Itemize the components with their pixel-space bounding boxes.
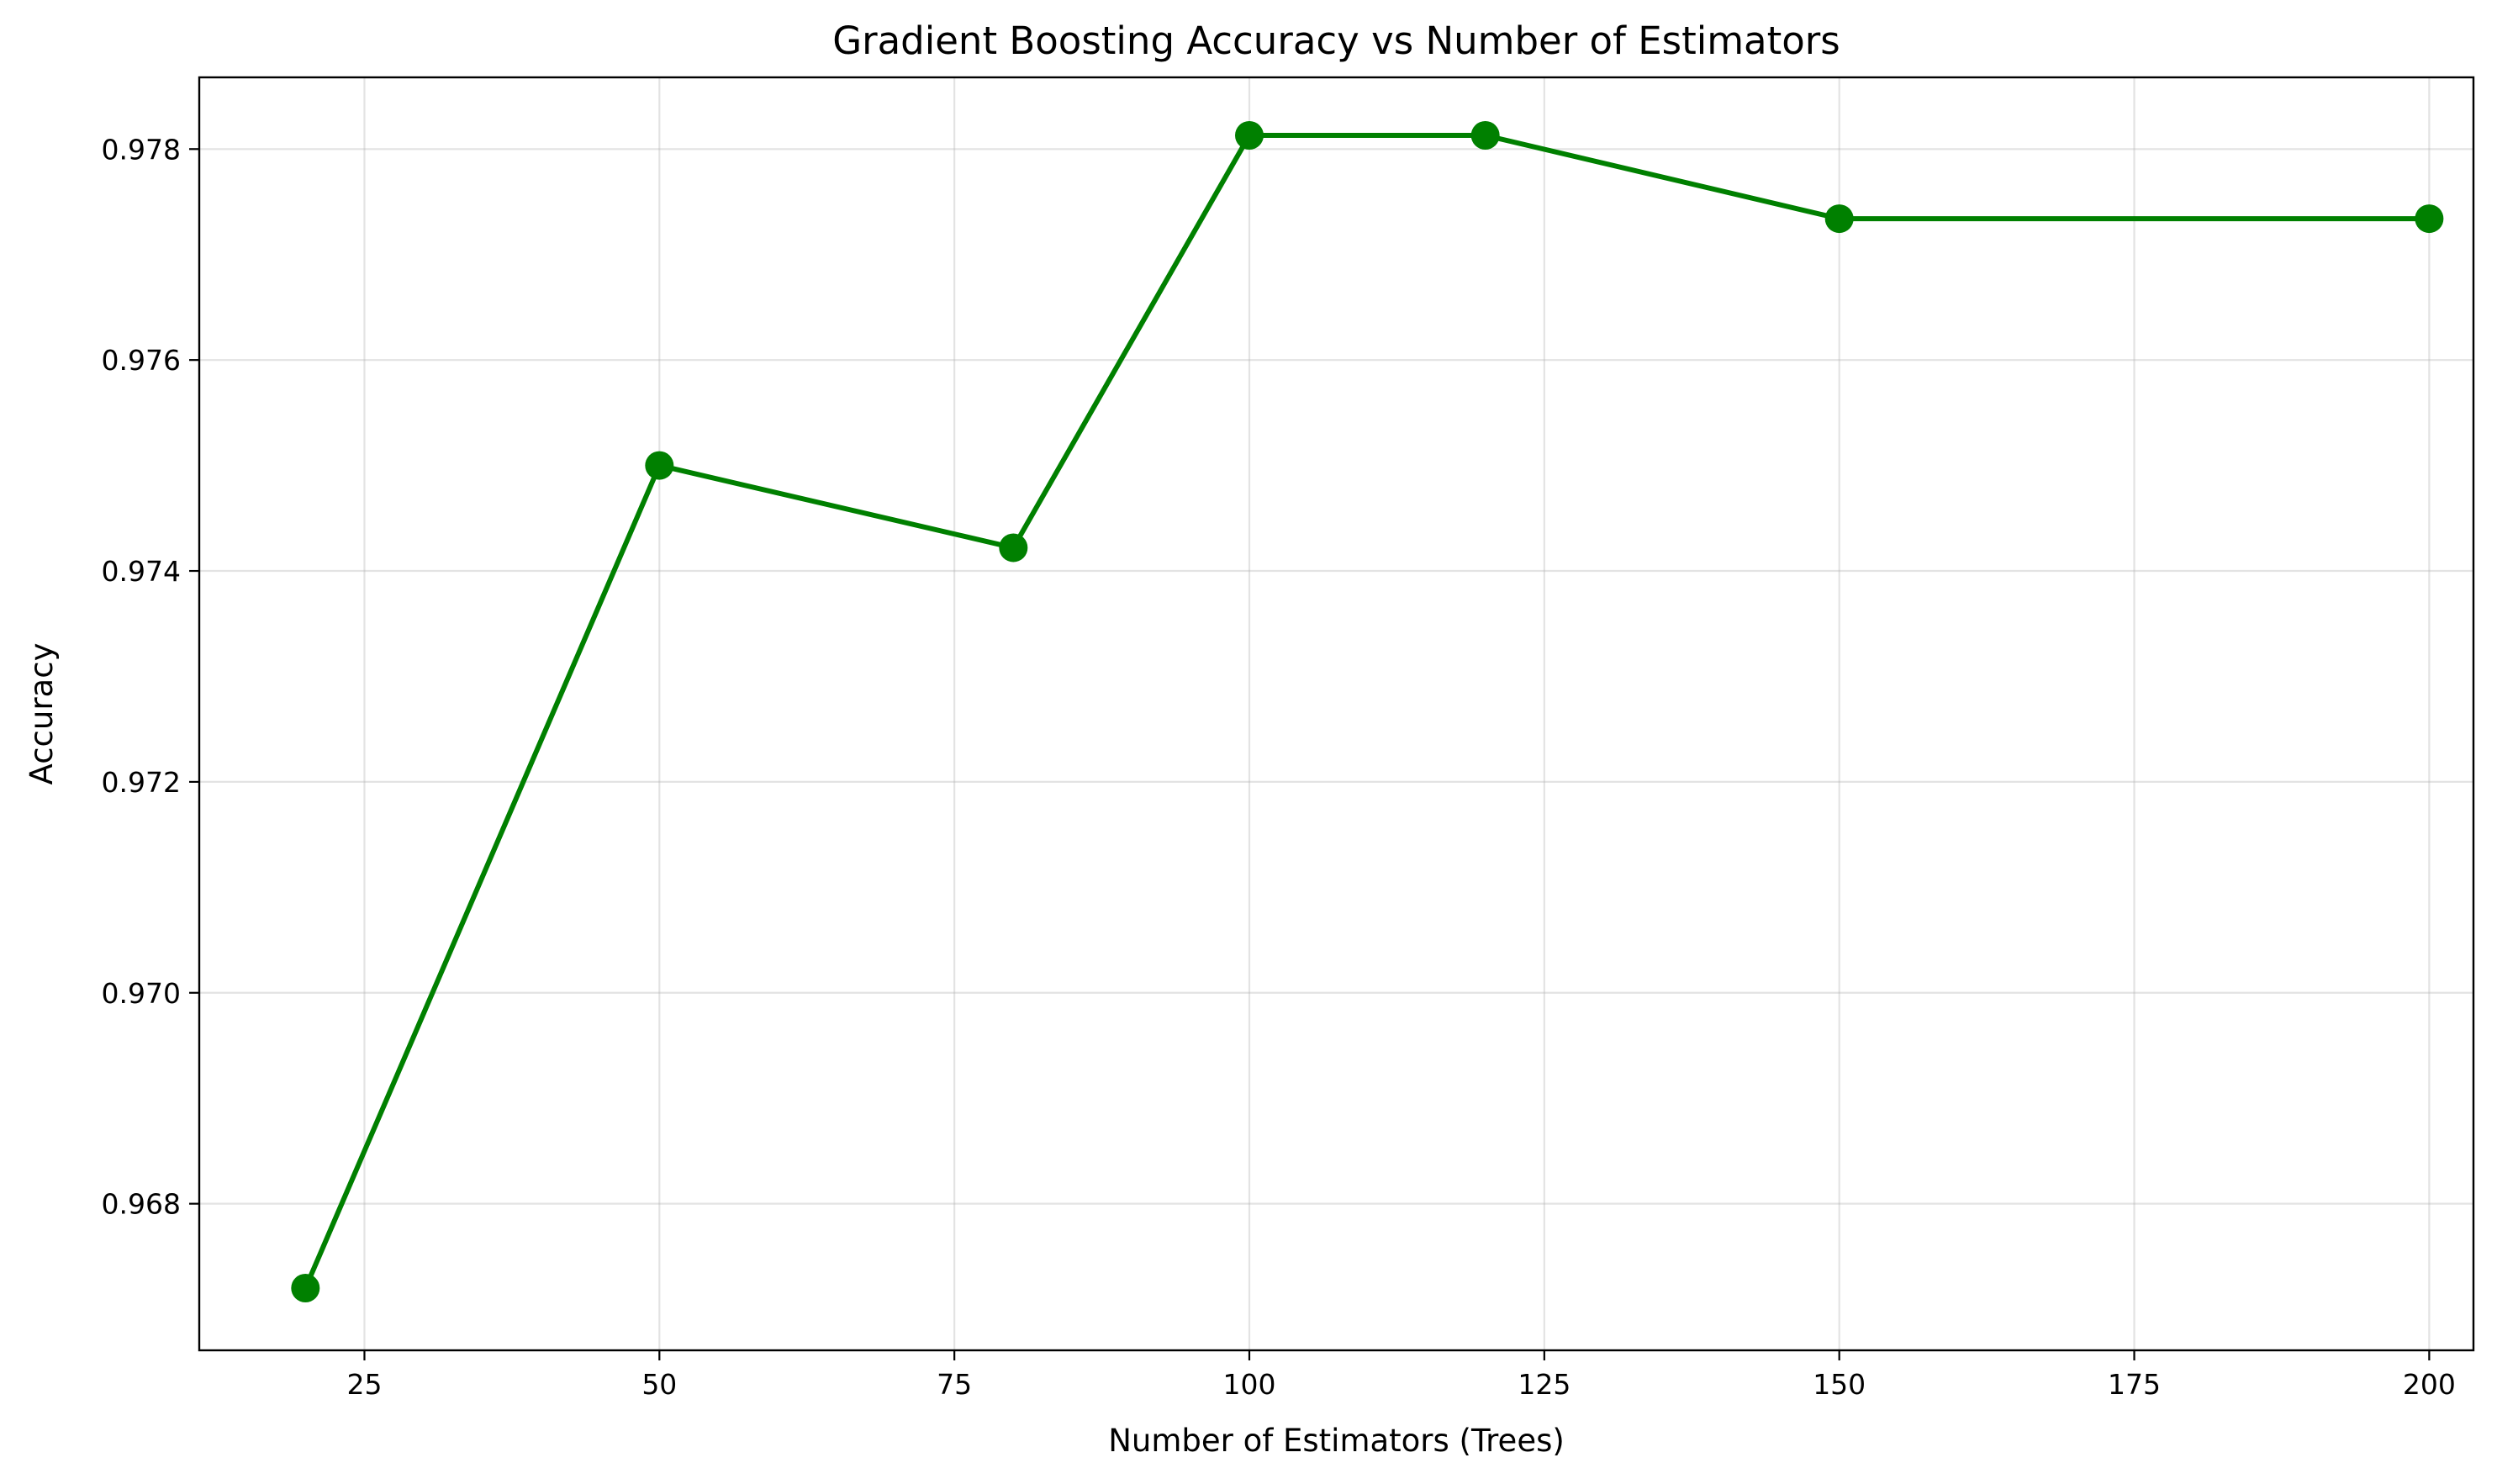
x-tick-label: 100 bbox=[1223, 1368, 1276, 1401]
axes-frame bbox=[198, 76, 2475, 1352]
y-tick-label: 0.970 bbox=[102, 977, 181, 1010]
data-point bbox=[999, 533, 1028, 562]
x-tick-label: 150 bbox=[1813, 1368, 1866, 1401]
y-tick-label: 0.974 bbox=[102, 555, 181, 588]
data-point bbox=[1824, 204, 1854, 234]
data-point bbox=[645, 451, 674, 480]
y-tick-label: 0.976 bbox=[102, 344, 181, 377]
series-layer bbox=[291, 120, 2444, 1302]
data-point bbox=[2415, 204, 2444, 234]
y-tick-label: 0.968 bbox=[102, 1188, 181, 1221]
data-point bbox=[1235, 120, 1264, 150]
y-axis-label: Accuracy bbox=[24, 643, 60, 785]
x-tick-label: 125 bbox=[1518, 1368, 1571, 1401]
x-tick-label: 25 bbox=[346, 1368, 382, 1401]
data-point bbox=[291, 1273, 320, 1302]
x-tick-label: 75 bbox=[937, 1368, 972, 1401]
x-axis-label: Number of Estimators (Trees) bbox=[1108, 1423, 1565, 1459]
data-point bbox=[1470, 120, 1500, 150]
chart-title: Gradient Boosting Accuracy vs Number of … bbox=[832, 18, 1840, 63]
x-tick-label: 200 bbox=[2403, 1368, 2456, 1401]
y-tick-label: 0.978 bbox=[102, 133, 181, 166]
x-tick-label: 175 bbox=[2108, 1368, 2161, 1401]
grid bbox=[199, 77, 2473, 1350]
x-tick-label: 50 bbox=[641, 1368, 677, 1401]
y-tick-label: 0.972 bbox=[102, 766, 181, 799]
ticks: 25 50 75 100 125 150 175 200 0.968 0.970 0.972 0.97… bbox=[102, 133, 2456, 1401]
